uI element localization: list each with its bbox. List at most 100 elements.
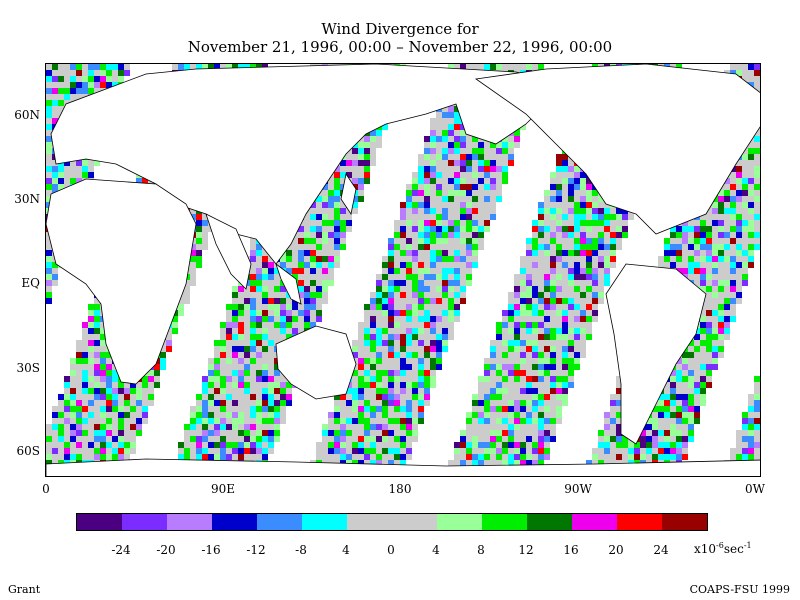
divergence-cell [322, 250, 328, 256]
divergence-cell [460, 160, 466, 166]
divergence-cell [430, 346, 436, 352]
divergence-cell [370, 346, 376, 352]
divergence-cell [358, 412, 364, 418]
divergence-cell [256, 358, 262, 364]
divergence-cell [700, 226, 706, 232]
divergence-cell [88, 352, 94, 358]
divergence-cell [658, 418, 664, 424]
divergence-cell [682, 244, 688, 250]
divergence-cell [244, 298, 250, 304]
divergence-cell [268, 376, 274, 382]
divergence-cell [484, 202, 490, 208]
divergence-cell [328, 202, 334, 208]
divergence-cell [298, 286, 304, 292]
divergence-cell [502, 388, 508, 394]
divergence-cell [544, 424, 550, 430]
divergence-cell [520, 418, 526, 424]
divergence-cell [382, 364, 388, 370]
divergence-cell [304, 310, 310, 316]
divergence-cell [190, 256, 196, 262]
title-line-2: November 21, 1996, 00:00 – November 22, … [187, 38, 613, 56]
divergence-cell [100, 82, 106, 88]
divergence-cell [556, 238, 562, 244]
divergence-cell [562, 178, 568, 184]
divergence-cell [454, 196, 460, 202]
divergence-cell [64, 160, 70, 166]
divergence-cell [550, 334, 556, 340]
divergence-cell [364, 142, 370, 148]
divergence-cell [694, 220, 700, 226]
divergence-cell [508, 148, 514, 154]
divergence-cell [136, 412, 142, 418]
divergence-cell [376, 346, 382, 352]
divergence-cell [526, 370, 532, 376]
divergence-cell [232, 406, 238, 412]
divergence-cell [436, 328, 442, 334]
divergence-cell [358, 154, 364, 160]
divergence-cell [64, 406, 70, 412]
divergence-cell [418, 232, 424, 238]
divergence-cell [412, 268, 418, 274]
divergence-cell [550, 184, 556, 190]
divergence-cell [82, 166, 88, 172]
divergence-cell [688, 250, 694, 256]
divergence-cell [532, 304, 538, 310]
divergence-cell [538, 340, 544, 346]
divergence-cell [598, 286, 604, 292]
divergence-cell [676, 226, 682, 232]
divergence-cell [556, 280, 562, 286]
divergence-cell [736, 292, 742, 298]
divergence-cell [436, 130, 442, 136]
divergence-cell [436, 178, 442, 184]
divergence-cell [430, 220, 436, 226]
divergence-cell [430, 226, 436, 232]
divergence-cell [736, 214, 742, 220]
divergence-cell [742, 262, 748, 268]
divergence-cell [748, 190, 754, 196]
divergence-cell [400, 382, 406, 388]
divergence-cell [682, 370, 688, 376]
divergence-cell [754, 400, 760, 406]
divergence-cell [526, 412, 532, 418]
divergence-cell [466, 274, 472, 280]
divergence-cell [742, 208, 748, 214]
divergence-cell [364, 136, 370, 142]
divergence-cell [700, 340, 706, 346]
divergence-cell [706, 262, 712, 268]
divergence-cell [370, 418, 376, 424]
divergence-cell [484, 196, 490, 202]
divergence-cell [400, 352, 406, 358]
divergence-cell [754, 190, 760, 196]
divergence-cell [580, 310, 586, 316]
divergence-cell [406, 196, 412, 202]
divergence-cell [328, 274, 334, 280]
divergence-cell [706, 244, 712, 250]
divergence-cell [208, 64, 214, 70]
divergence-cell [274, 280, 280, 286]
divergence-cell [592, 208, 598, 214]
divergence-cell [730, 172, 736, 178]
divergence-cell [718, 346, 724, 352]
divergence-cell [352, 370, 358, 376]
divergence-cell [550, 214, 556, 220]
divergence-cell [736, 220, 742, 226]
divergence-cell [394, 298, 400, 304]
divergence-cell [394, 238, 400, 244]
divergence-cell [742, 190, 748, 196]
divergence-cell [418, 196, 424, 202]
divergence-cell [730, 280, 736, 286]
divergence-cell [394, 400, 400, 406]
divergence-cell [88, 382, 94, 388]
divergence-cell [220, 406, 226, 412]
divergence-cell [700, 214, 706, 220]
divergence-cell [568, 328, 574, 334]
divergence-cell [664, 418, 670, 424]
divergence-cell [742, 268, 748, 274]
divergence-cell [376, 274, 382, 280]
divergence-cell [352, 352, 358, 358]
divergence-cell [88, 358, 94, 364]
divergence-cell [262, 400, 268, 406]
divergence-cell [406, 190, 412, 196]
divergence-cell [466, 136, 472, 142]
divergence-cell [262, 262, 268, 268]
